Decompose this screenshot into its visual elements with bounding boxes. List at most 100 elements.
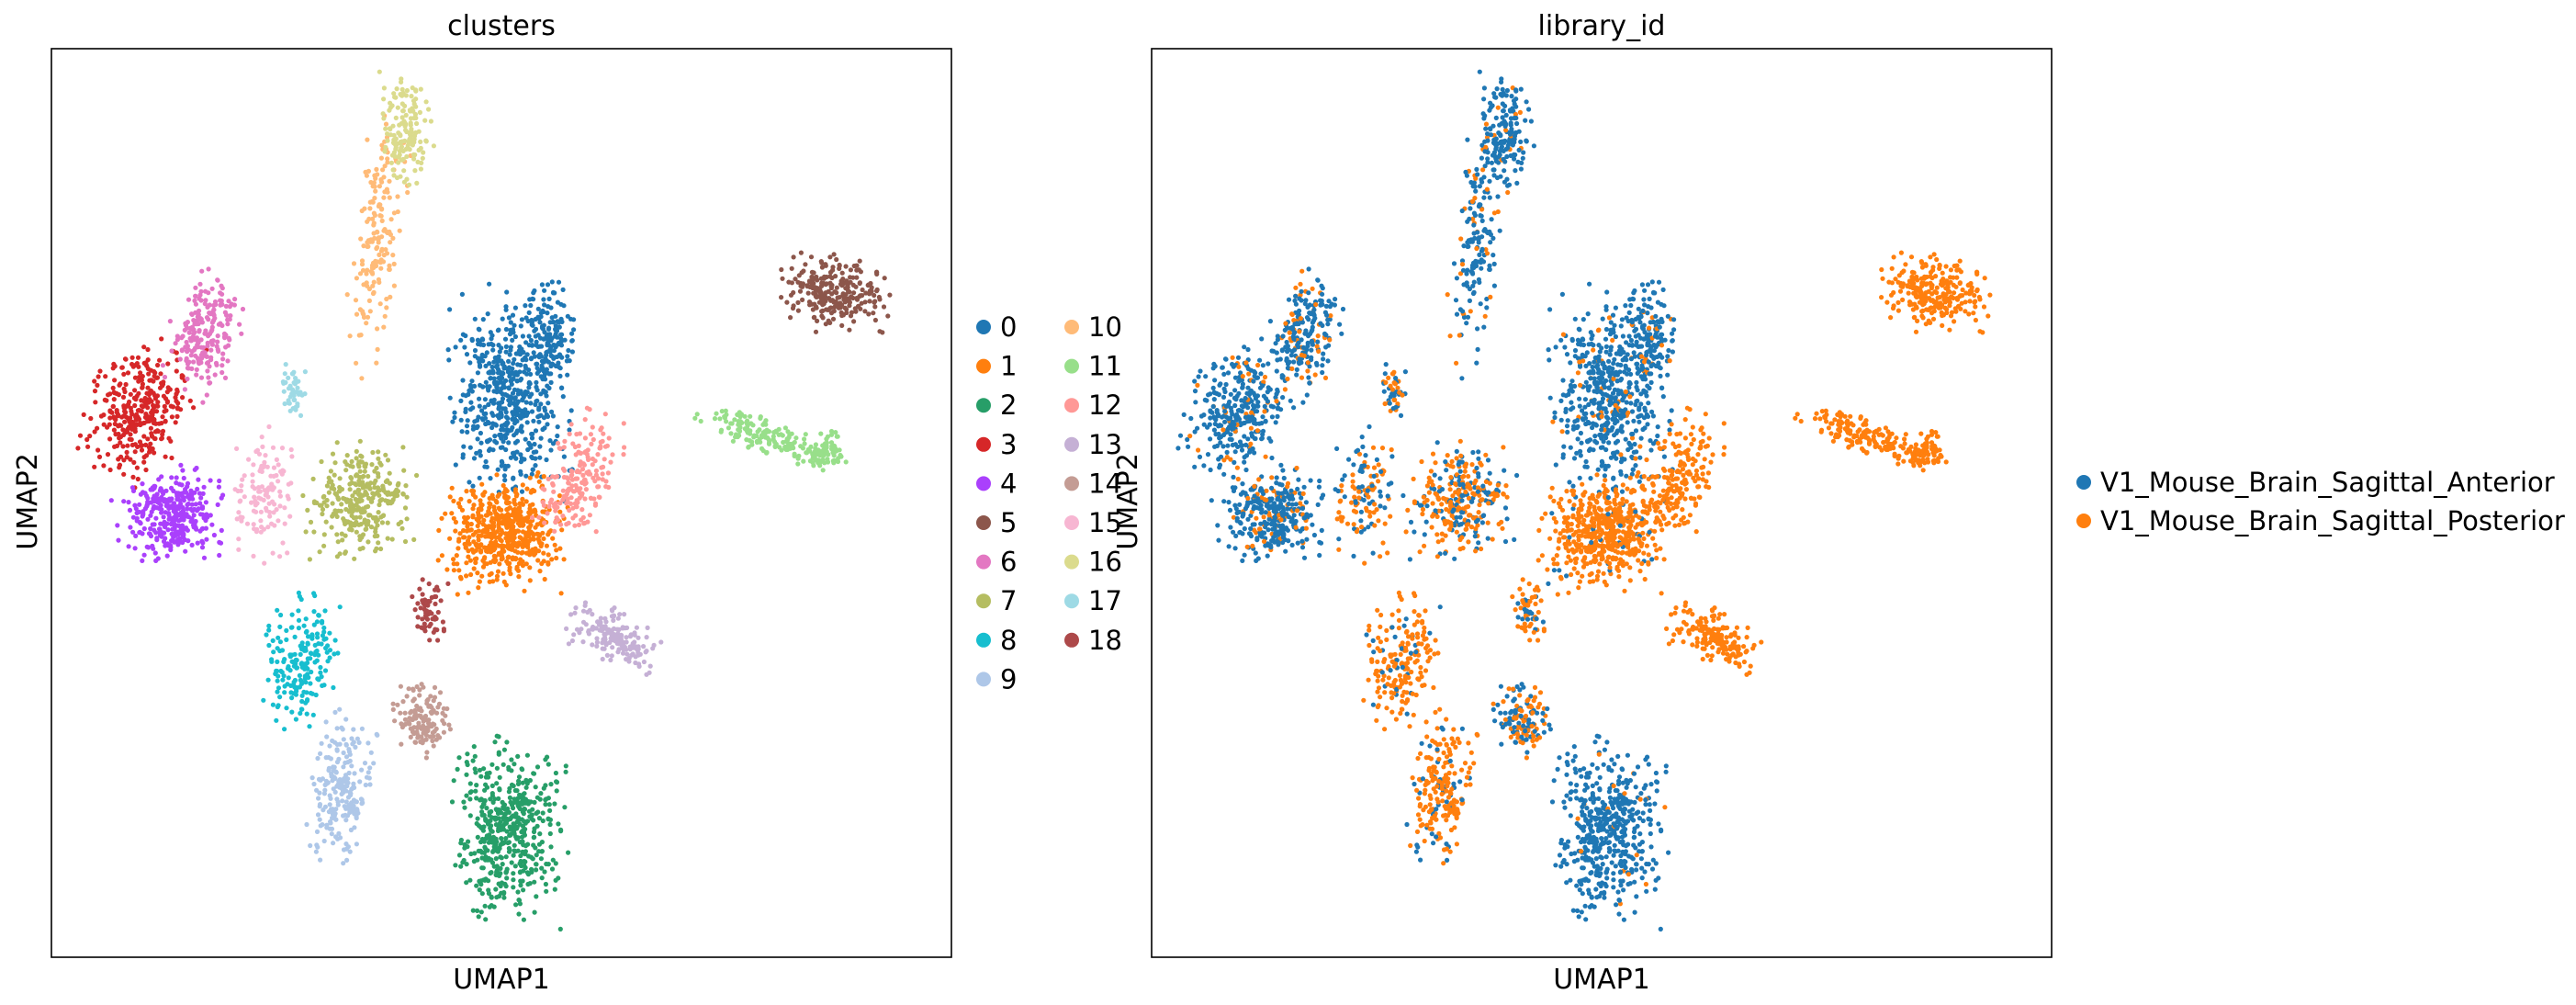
scatter-point-cluster-2 xyxy=(522,796,527,802)
scatter-point-cluster-5 xyxy=(834,256,839,263)
scatter-point-cluster-1 xyxy=(492,546,498,551)
scatter-point-cluster-0 xyxy=(508,320,513,325)
scatter-point-cluster-15 xyxy=(260,444,265,449)
legend-clusters-item: 8 xyxy=(976,625,1017,656)
scatter-point-cluster-2 xyxy=(500,862,505,867)
scatter-point-cluster-0 xyxy=(462,344,467,350)
scatter-point-cluster-7 xyxy=(347,487,353,492)
scatter-point-cluster-2 xyxy=(503,819,509,825)
scatter-point-cluster-1 xyxy=(453,519,458,525)
scatter-point-library-anterior xyxy=(1561,444,1567,449)
scatter-point-cluster-5 xyxy=(798,250,804,255)
scatter-point-cluster-0 xyxy=(523,436,528,442)
scatter-point-cluster-0 xyxy=(518,452,523,457)
scatter-point-cluster-9 xyxy=(352,771,357,776)
scatter-point-cluster-16 xyxy=(400,108,406,114)
scatter-point-cluster-7 xyxy=(359,474,366,480)
scatter-point-cluster-3 xyxy=(151,402,156,408)
scatter-point-cluster-6 xyxy=(194,372,199,378)
legend-clusters-marker xyxy=(976,515,991,530)
scatter-point-cluster-2 xyxy=(509,757,514,762)
scatter-point-cluster-7 xyxy=(320,506,326,513)
scatter-point-cluster-7 xyxy=(399,519,404,525)
scatter-point-cluster-1 xyxy=(526,538,532,544)
scatter-point-cluster-11 xyxy=(819,458,825,464)
scatter-point-cluster-2 xyxy=(470,908,476,913)
scatter-point-cluster-4 xyxy=(157,530,163,536)
scatter-point-cluster-11 xyxy=(728,431,734,436)
scatter-point-cluster-1 xyxy=(490,579,496,584)
scatter-point-cluster-0 xyxy=(524,352,530,357)
scatter-point-cluster-7 xyxy=(357,514,363,520)
scatter-point-cluster-5 xyxy=(857,294,862,299)
scatter-point-cluster-0 xyxy=(549,409,555,414)
scatter-point-cluster-15 xyxy=(235,488,241,494)
scatter-point-cluster-5 xyxy=(822,274,827,279)
scatter-point-cluster-13 xyxy=(606,627,612,632)
scatter-point-cluster-2 xyxy=(501,841,506,846)
scatter-point-cluster-3 xyxy=(124,449,129,455)
scatter-point-cluster-2 xyxy=(498,854,503,860)
scatter-point-cluster-0 xyxy=(509,427,514,433)
scatter-point-library-anterior xyxy=(1564,352,1570,357)
scatter-point-cluster-6 xyxy=(237,322,242,327)
scatter-point-cluster-14 xyxy=(390,706,396,713)
scatter-point-cluster-4 xyxy=(174,475,179,480)
scatter-point-cluster-7 xyxy=(357,481,363,488)
scatter-point-cluster-11 xyxy=(798,444,804,449)
scatter-point-library-anterior xyxy=(1571,456,1578,461)
scatter-point-cluster-16 xyxy=(388,105,393,110)
scatter-point-cluster-4 xyxy=(197,491,203,496)
scatter-point-cluster-8 xyxy=(311,622,317,627)
scatter-point-cluster-8 xyxy=(292,651,298,657)
scatter-point-cluster-8 xyxy=(274,717,279,723)
scatter-point-cluster-8 xyxy=(289,695,295,701)
scatter-point-cluster-8 xyxy=(289,612,295,617)
scatter-point-cluster-2 xyxy=(546,816,551,821)
scatter-point-cluster-1 xyxy=(506,521,512,527)
scatter-point-cluster-10 xyxy=(379,246,385,252)
scatter-point-cluster-7 xyxy=(376,456,381,461)
scatter-point-cluster-12 xyxy=(590,462,595,468)
scatter-point-cluster-3 xyxy=(121,371,127,377)
scatter-point-cluster-2 xyxy=(522,832,527,838)
scatter-point-cluster-11 xyxy=(779,447,784,453)
scatter-point-cluster-5 xyxy=(854,267,860,273)
scatter-point-cluster-8 xyxy=(331,684,336,691)
scatter-point-cluster-15 xyxy=(282,505,287,511)
scatter-point-cluster-10 xyxy=(388,240,393,245)
scatter-point-cluster-0 xyxy=(548,447,554,453)
scatter-point-cluster-7 xyxy=(366,483,372,489)
scatter-point-cluster-5 xyxy=(795,308,802,313)
scatter-point-cluster-4 xyxy=(130,529,136,535)
scatter-point-cluster-8 xyxy=(282,690,287,695)
scatter-point-cluster-0 xyxy=(546,325,552,331)
scatter-point-cluster-0 xyxy=(527,442,533,447)
scatter-point-cluster-0 xyxy=(561,454,568,459)
scatter-point-cluster-0 xyxy=(518,425,523,431)
scatter-point-cluster-0 xyxy=(491,359,497,365)
scatter-point-cluster-1 xyxy=(464,560,469,566)
scatter-point-cluster-1 xyxy=(488,559,493,565)
scatter-point-cluster-11 xyxy=(816,447,821,453)
scatter-point-cluster-0 xyxy=(553,313,558,319)
scatter-point-cluster-5 xyxy=(786,279,792,285)
scatter-point-cluster-1 xyxy=(526,525,532,530)
scatter-point-cluster-14 xyxy=(421,723,426,728)
scatter-point-cluster-9 xyxy=(343,818,349,823)
scatter-point-cluster-10 xyxy=(384,251,390,256)
scatter-point-cluster-0 xyxy=(499,413,504,419)
scatter-point-cluster-0 xyxy=(547,438,553,444)
scatter-point-cluster-0 xyxy=(485,311,490,317)
scatter-point-cluster-9 xyxy=(327,802,332,807)
scatter-point-cluster-12 xyxy=(600,477,605,482)
scatter-point-cluster-2 xyxy=(548,844,554,850)
scatter-point-cluster-18 xyxy=(412,607,418,613)
scatter-point-cluster-1 xyxy=(561,557,567,562)
scatter-point-cluster-12 xyxy=(583,487,590,492)
scatter-point-cluster-9 xyxy=(318,751,323,757)
scatter-point-cluster-13 xyxy=(614,634,620,639)
scatter-point-cluster-3 xyxy=(111,361,117,367)
scatter-point-cluster-8 xyxy=(278,612,284,618)
scatter-point-cluster-10 xyxy=(359,376,365,381)
